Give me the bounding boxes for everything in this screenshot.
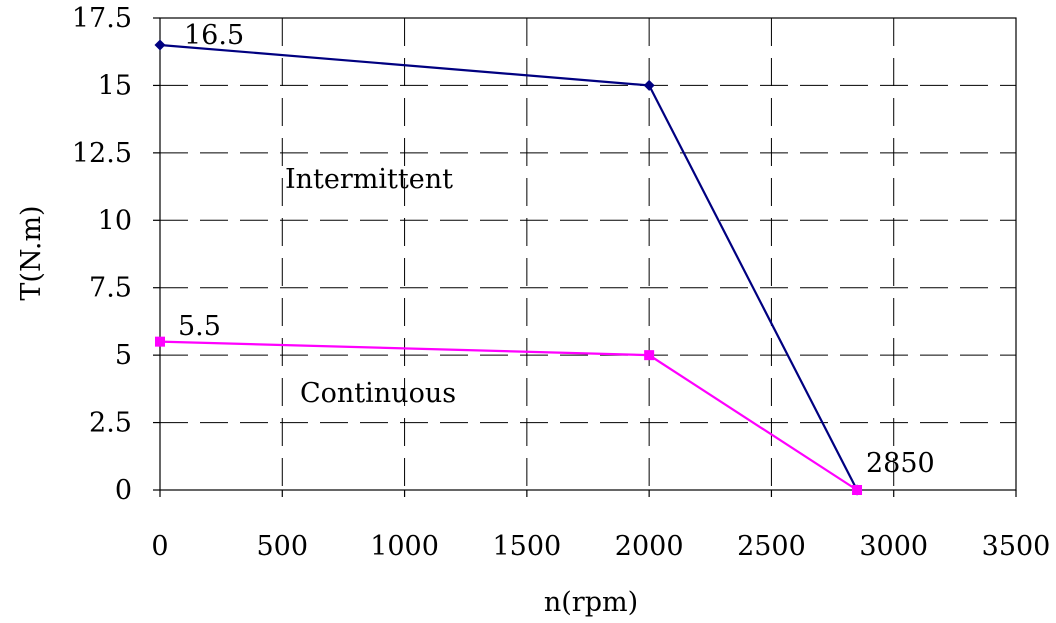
plot-frame [159,17,1017,491]
series-line-continuous [159,340,858,491]
x-tick-label: 1500 [492,531,561,562]
y-tick-label: 7.5 [89,273,132,304]
data-point-intermittent [643,79,655,91]
y-tick-label: 2.5 [89,408,132,439]
x-tick-label: 3500 [982,531,1051,562]
data-point-continuous [852,485,863,495]
annotation-continuous-peak: 5.5 [178,311,221,342]
grid [153,17,1017,497]
series-label-continuous: Continuous [300,378,456,409]
x-tick-label: 2500 [737,531,806,562]
x-tick-label: 500 [257,531,309,562]
y-tick-label: 0 [115,475,132,506]
tick-labels: 0 500 1000 1500 2000 2500 3000 3500 0 2.5 5 7.5 10 12… [72,3,1050,562]
y-tick-label: 5 [115,340,132,371]
series-label-intermittent: Intermittent [285,164,453,195]
x-tick-label: 0 [151,531,168,562]
data-point-intermittent [154,39,166,51]
annotation-max-speed: 2850 [866,448,935,479]
series-layer [154,39,863,496]
y-tick-label: 10 [98,205,132,236]
data-point-continuous [644,350,655,361]
x-tick-label: 1000 [370,531,439,562]
y-tick-label: 17.5 [72,3,132,34]
annotation-intermittent-peak: 16.5 [184,20,244,51]
y-tick-label: 12.5 [72,138,132,169]
x-tick-label: 3000 [859,531,928,562]
y-tick-label: 15 [98,70,132,101]
data-point-continuous [155,336,165,347]
x-axis-title: n(rpm) [544,587,638,618]
x-tick-label: 2000 [615,531,684,562]
y-axis-title: T(N.m) [16,205,47,300]
